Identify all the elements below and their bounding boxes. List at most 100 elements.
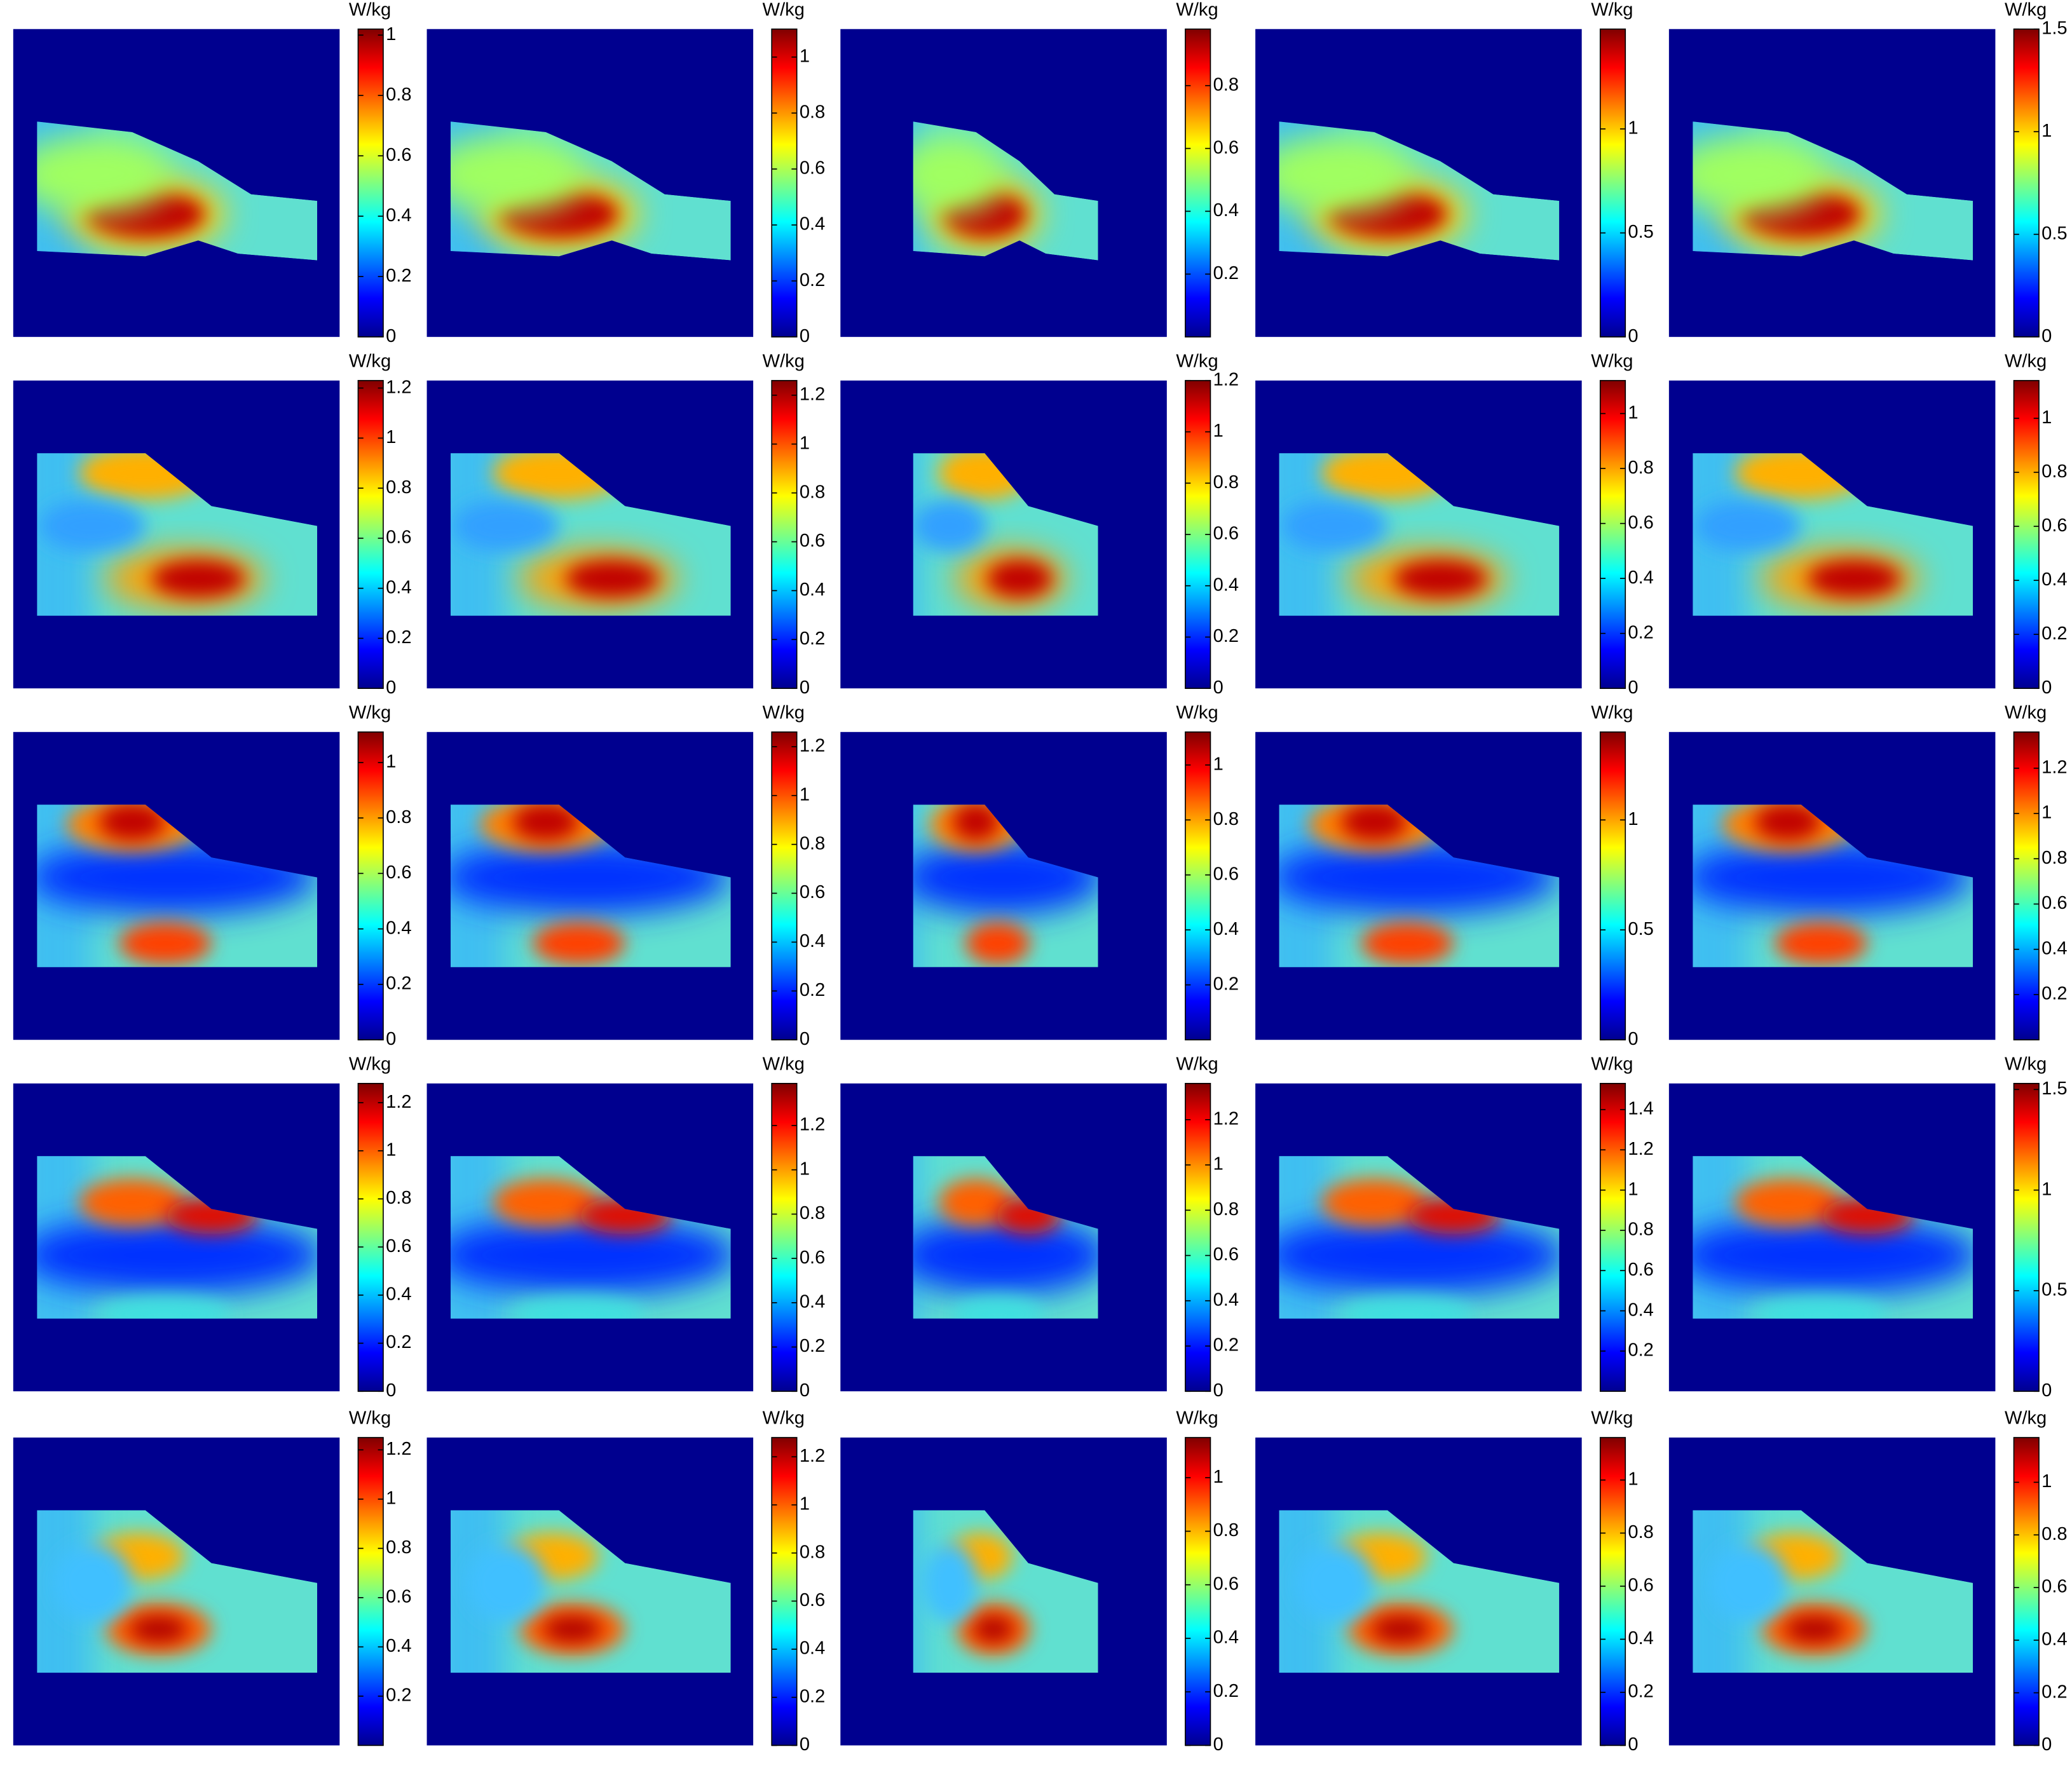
field-blob	[1695, 499, 1801, 553]
panel: W/kg 0 0.2 0.4 0.6 0.8 1 1.2	[13, 351, 412, 698]
colorbar	[771, 1437, 798, 1746]
heatmap-field	[1693, 1156, 1973, 1319]
field-blob	[1281, 499, 1388, 553]
colorbar	[2013, 1437, 2040, 1746]
colorbar-tick-label: 0.4	[386, 577, 411, 597]
colorbar-tick-label: 0.6	[1213, 1244, 1239, 1265]
panel: W/kg 0 0.2 0.4 0.6 0.8 1	[13, 0, 412, 346]
panel: W/kg 0 0.5 1 1.5	[1668, 1054, 2068, 1401]
colorbar-unit: W/kg	[349, 1054, 391, 1074]
panel: W/kg 0.2 0.4 0.6 0.8 1 1.2	[1668, 702, 2068, 1041]
colorbar-tick-label: 0.4	[1628, 1300, 1653, 1320]
panel: W/kg 0 0.5 1	[1255, 702, 1654, 1049]
colorbar-tick-label: 0	[2041, 1380, 2052, 1401]
colorbar-tick-label: 1.2	[386, 377, 411, 397]
colorbar-tick-label: 0	[1628, 677, 1638, 698]
colorbar-tick-label: 0.6	[386, 862, 411, 883]
colorbar	[771, 28, 798, 337]
colorbar-unit: W/kg	[2005, 0, 2047, 20]
colorbar-tick-label: 1	[800, 1159, 810, 1179]
colorbar-tick-label: 0.8	[386, 1188, 411, 1208]
colorbar-tick-label: 1	[1628, 118, 1638, 139]
field-blob	[1693, 135, 1828, 214]
colorbar-tick-label: 0.2	[2041, 623, 2067, 644]
colorbar-tick-label: 0	[800, 1029, 810, 1049]
colorbar-tick-label: 0.4	[2041, 938, 2067, 958]
field-blob	[987, 560, 1053, 597]
colorbar	[1185, 28, 1211, 337]
colorbar-unit: W/kg	[1591, 702, 1633, 723]
colorbar-tick-label: 0.5	[1628, 919, 1653, 939]
field-blob	[953, 805, 999, 841]
colorbar-tick-label: 0.4	[800, 214, 825, 235]
field-blob	[512, 1296, 645, 1319]
colorbar	[1185, 1437, 1211, 1746]
heatmap-field	[913, 1156, 1098, 1319]
field-blob	[1755, 805, 1821, 841]
field-blob	[1708, 1543, 1788, 1623]
heatmap-field	[450, 453, 731, 616]
field-blob	[543, 1615, 601, 1643]
colorbar	[357, 28, 384, 337]
colorbar-tick-label: 0.2	[386, 974, 411, 994]
colorbar-tick-label: 1	[2041, 803, 2052, 823]
heatmap-field	[1693, 453, 1973, 616]
colorbar-tick-label: 0.6	[800, 531, 825, 551]
colorbar-tick-label: 0.5	[2041, 1280, 2067, 1300]
colorbar-unit: W/kg	[1591, 351, 1633, 371]
panel: W/kg 0.2 0.4 0.6 0.8 1 1.2 1.4	[1255, 1054, 1654, 1392]
colorbar-tick-label: 0	[1213, 677, 1223, 698]
colorbar-tick-label: 0.2	[1213, 626, 1239, 646]
colorbar-unit: W/kg	[2005, 1408, 2047, 1429]
colorbar-tick-label: 1	[1628, 1179, 1638, 1199]
colorbar-tick-label: 0.4	[800, 931, 825, 951]
colorbar-unit: W/kg	[349, 702, 391, 723]
heatmap-field	[1693, 1510, 1973, 1673]
field-blob	[99, 805, 165, 841]
panel: W/kg 0 0.2 0.4 0.6 0.8 1	[1255, 1408, 1654, 1755]
heatmap-field	[37, 1510, 317, 1673]
colorbar-tick-label: 0	[800, 326, 810, 346]
field-blob	[939, 1178, 1013, 1227]
field-blob	[1775, 922, 1867, 965]
colorbar-tick-label: 0.6	[800, 1248, 825, 1268]
colorbar	[771, 379, 798, 690]
colorbar-tick-label: 0.2	[1213, 974, 1239, 994]
heatmap-field	[37, 805, 317, 967]
colorbar-tick-label: 0.6	[1628, 512, 1653, 533]
panel: W/kg 0 0.2 0.4 0.6 0.8 1 1.2	[426, 1408, 825, 1755]
colorbar-tick-label: 1	[1628, 809, 1638, 829]
colorbar-tick-label: 1.2	[1628, 1139, 1653, 1159]
field-blob	[53, 1543, 132, 1623]
colorbar-tick-label: 0.4	[800, 1292, 825, 1312]
colorbar-tick-label: 1	[2041, 407, 2052, 428]
field-blob	[152, 560, 245, 597]
field-blob	[1808, 560, 1900, 597]
colorbar-tick-label: 0.8	[1628, 1220, 1653, 1240]
field-blob	[129, 1615, 188, 1643]
colorbar-tick-label: 0.2	[386, 266, 411, 286]
colorbar-tick-label: 1	[800, 433, 810, 453]
colorbar-tick-label: 0.6	[1628, 1260, 1653, 1280]
heatmap-field	[450, 1510, 731, 1673]
colorbar	[2013, 379, 2040, 690]
field-blob	[512, 805, 579, 841]
heatmap-field	[1279, 1156, 1560, 1319]
colorbar-tick-label: 0	[1628, 326, 1638, 346]
colorbar-unit: W/kg	[763, 702, 805, 723]
colorbar-tick-label: 0.5	[1628, 222, 1653, 242]
colorbar-tick-label: 1.2	[800, 384, 825, 405]
colorbar-tick-label: 1	[800, 1494, 810, 1514]
colorbar-tick-label: 1	[1213, 1467, 1223, 1487]
colorbar-tick-label: 1.2	[1213, 369, 1239, 390]
colorbar-tick-label: 0	[800, 1734, 810, 1755]
colorbar	[771, 731, 798, 1041]
colorbar-tick-label: 1.2	[386, 1439, 411, 1459]
colorbar	[1599, 1437, 1626, 1746]
field-blob	[453, 499, 559, 553]
colorbar-tick-label: 0.8	[386, 807, 411, 827]
colorbar-tick-label: 0.6	[1213, 524, 1239, 544]
heatmap-field	[1279, 121, 1560, 261]
colorbar-unit: W/kg	[1591, 0, 1633, 20]
colorbar-tick-label: 0	[1213, 1734, 1223, 1755]
